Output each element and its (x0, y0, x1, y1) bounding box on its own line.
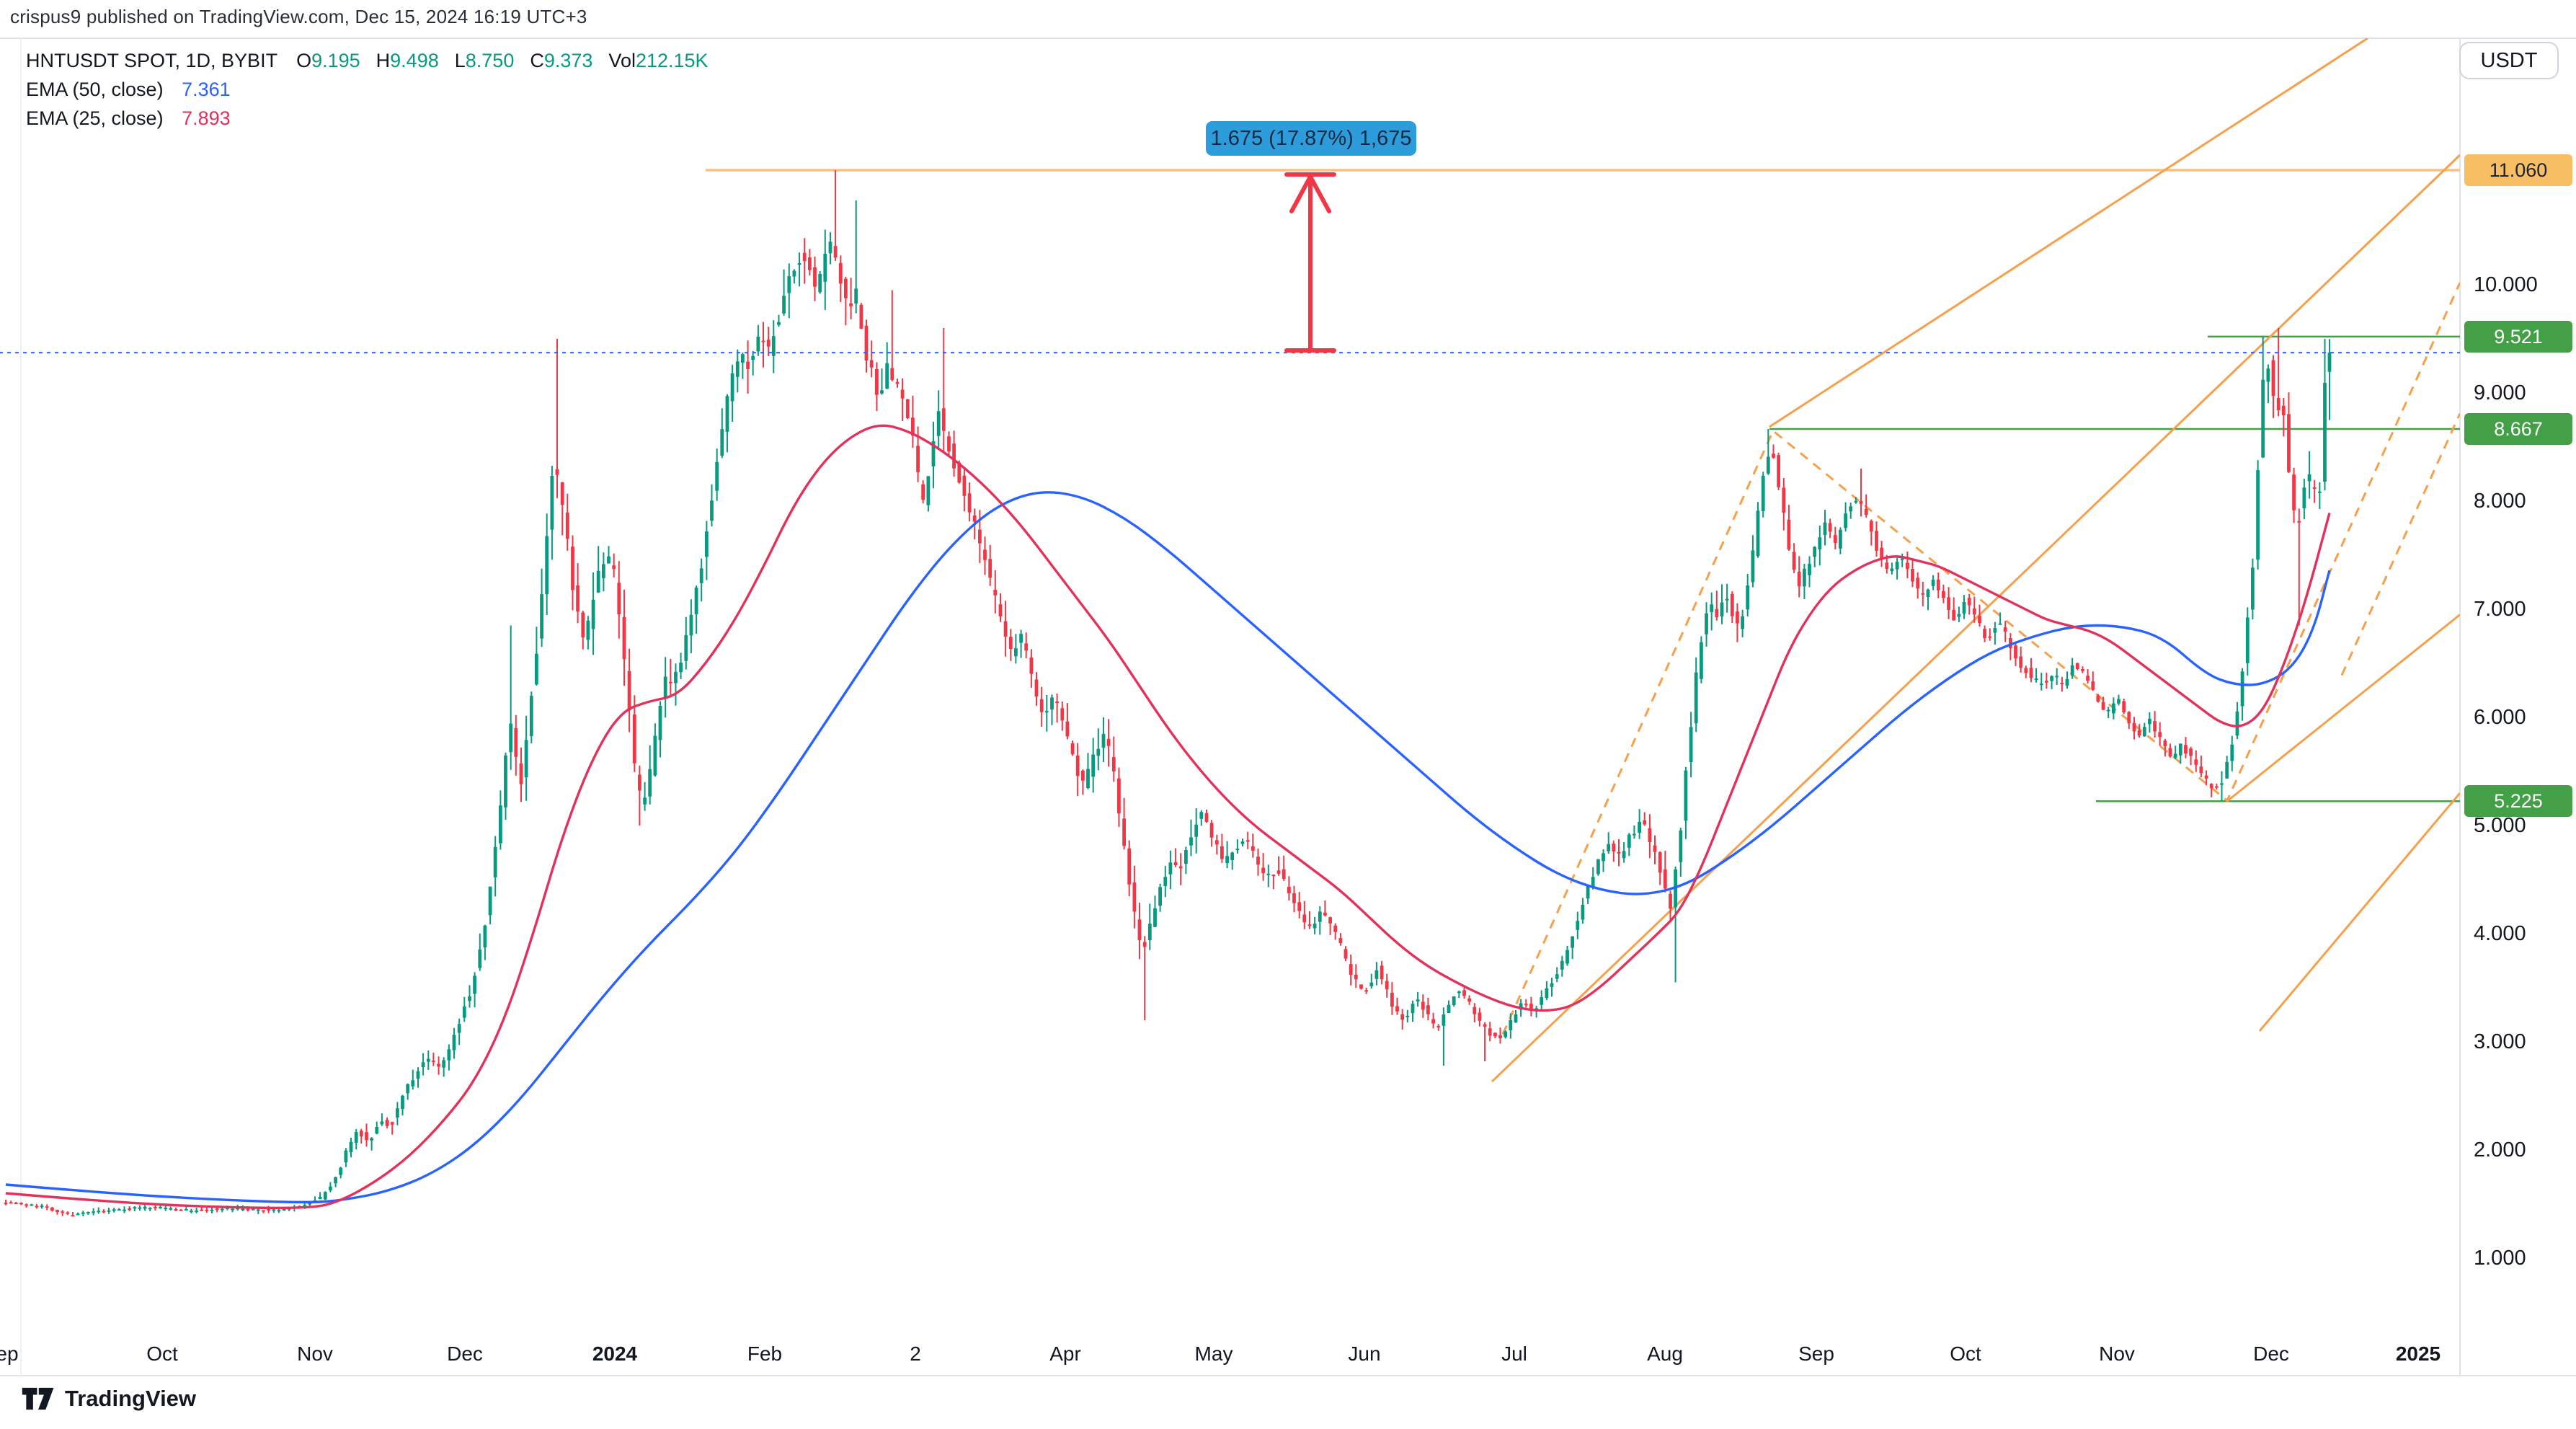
ema50-line[interactable] (5, 491, 2331, 1204)
price-label: 9.000 (2474, 381, 2526, 404)
price-label: 5.000 (2474, 814, 2526, 837)
time-label: 2025 (2395, 1342, 2441, 1365)
time-label: Sep (1798, 1342, 1834, 1365)
price-badge-11.060: 11.060 (2464, 154, 2572, 186)
tradingview-attribution[interactable]: TradingView (22, 1386, 196, 1412)
price-label: 2.000 (2474, 1138, 2526, 1162)
symbol-title: HNTUSDT SPOT, 1D, BYBIT (26, 50, 278, 71)
time-label: 2024 (592, 1342, 638, 1365)
time-label: Dec (2253, 1342, 2289, 1365)
trendline-channel-main[interactable] (1491, 154, 2460, 1083)
publish-attribution: crispus9 published on TradingView.com, D… (10, 6, 587, 27)
trendline-channel-from-nov-low[interactable] (2226, 614, 2460, 802)
trendline-channel-lower[interactable] (2258, 792, 2460, 1032)
ema25-value: 7.893 (182, 107, 231, 129)
time-label: ep (0, 1342, 19, 1365)
time-label: Oct (146, 1342, 178, 1365)
time-label: Jun (1348, 1342, 1381, 1365)
chart-legend[interactable]: HNTUSDT SPOT, 1D, BYBIT O9.195 H9.498 L8.75… (26, 46, 724, 133)
symbol-row: HNTUSDT SPOT, 1D, BYBIT O9.195 H9.498 L8.75… (26, 46, 724, 75)
ema50-value: 7.361 (182, 79, 231, 100)
volume-value: Vol212.15K (608, 50, 709, 71)
measure-arrow[interactable] (1284, 172, 1336, 353)
time-label: 2 (910, 1342, 921, 1365)
time-label: Aug (1647, 1342, 1683, 1365)
tradingview-logo-text: TradingView (65, 1386, 197, 1411)
time-label: Nov (2099, 1342, 2135, 1365)
ohlc-H: H9.498 (376, 50, 439, 71)
plot-area (0, 38, 2460, 1217)
price-label: 7.000 (2474, 598, 2526, 621)
candle-bodies-down (4, 246, 2317, 1217)
price-label: 1.000 (2474, 1247, 2526, 1270)
time-label: Oct (1950, 1342, 1981, 1365)
trendline-channel-upper[interactable] (1769, 38, 2368, 428)
ohlc-C: C9.373 (530, 50, 593, 71)
time-label: Apr (1049, 1342, 1081, 1365)
ema50-row: EMA (50, close) 7.361 (26, 75, 724, 104)
price-badge-9.521: 9.521 (2464, 320, 2572, 353)
ohlc-O: O9.195 (296, 50, 360, 71)
candle-wicks-down (5, 170, 2316, 1217)
ohlc-values: O9.195 H9.498 L8.750 C9.373 Vol212.15K (296, 50, 724, 71)
ema25-label: EMA (25, close) (26, 107, 164, 129)
time-label: Jul (1501, 1342, 1527, 1365)
measure-arrow-stroke (1289, 174, 1313, 213)
ema25-row: EMA (25, close) 7.893 (26, 104, 724, 133)
tradingview-logo-icon (22, 1387, 54, 1410)
time-label: Feb (747, 1342, 783, 1365)
price-label: 3.000 (2474, 1030, 2526, 1053)
price-label: 10.000 (2474, 273, 2538, 296)
dashed-zigzag-extension[interactable] (2340, 412, 2460, 676)
time-label: Nov (297, 1342, 333, 1365)
ohlc-L: L8.750 (454, 50, 515, 71)
price-label: 4.000 (2474, 922, 2526, 945)
candle-bodies-up (30, 242, 2332, 1216)
measure-arrow-stroke (1308, 174, 1331, 213)
time-label: Dec (447, 1342, 483, 1365)
measure-range-label[interactable]: 1.675 (17.87%) 1,675 (1206, 121, 1416, 156)
price-label: 8.000 (2474, 490, 2526, 513)
time-label: May (1194, 1342, 1233, 1365)
currency-toggle-button[interactable]: USDT (2459, 42, 2559, 79)
price-badge-5.225: 5.225 (2464, 785, 2572, 818)
ema50-label: EMA (50, close) (26, 79, 164, 100)
ema25-line[interactable] (5, 424, 2331, 1210)
price-label: 6.000 (2474, 706, 2526, 729)
price-badge-8.667: 8.667 (2464, 412, 2572, 445)
